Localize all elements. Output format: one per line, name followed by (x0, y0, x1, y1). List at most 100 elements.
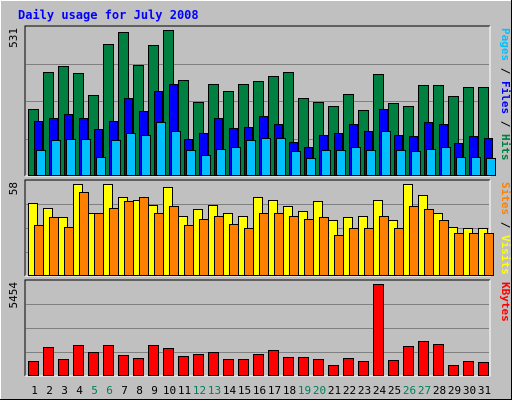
bar-middle-sites-day-21 (334, 235, 344, 276)
x-tick-day-24: 24 (373, 384, 387, 397)
bar-bottom-kbytes-day-19 (298, 357, 309, 376)
bar-top-pages-day-21 (336, 150, 346, 176)
plot-border-dark-middle (24, 179, 490, 276)
bar-top-pages-day-1 (36, 150, 46, 176)
bar-top-pages-day-9 (156, 122, 166, 176)
x-tick-day-27: 27 (418, 384, 431, 397)
bar-middle-sites-day-11 (184, 225, 194, 276)
y-max-label-middle: 58 (7, 182, 20, 195)
bar-middle-sites-day-12 (199, 219, 209, 276)
bar-top-pages-day-26 (411, 151, 421, 176)
bar-top-hits-day-18 (283, 72, 294, 176)
bar-bottom-kbytes-day-12 (193, 354, 204, 376)
legend-middle: Sites / Visits (499, 182, 512, 275)
bar-bottom-kbytes-day-26 (403, 346, 414, 376)
x-tick-day-28: 28 (433, 384, 446, 397)
bar-middle-sites-day-14 (229, 224, 239, 276)
x-tick-day-7: 7 (121, 384, 128, 397)
bar-bottom-kbytes-day-4 (73, 345, 84, 376)
bar-bottom-kbytes-day-17 (268, 350, 279, 376)
x-tick-day-17: 17 (268, 384, 281, 397)
x-tick-day-19: 19 (298, 384, 311, 397)
bar-middle-sites-day-19 (304, 219, 314, 276)
bar-top-pages-day-12 (201, 155, 211, 176)
x-tick-day-15: 15 (238, 384, 251, 397)
bar-bottom-kbytes-day-24 (373, 284, 384, 376)
x-tick-day-30: 30 (463, 384, 476, 397)
bar-bottom-kbytes-day-14 (223, 359, 234, 376)
bar-top-pages-day-14 (231, 147, 241, 176)
x-tick-day-31: 31 (478, 384, 491, 397)
legend-item-pages: Pages (499, 28, 512, 61)
bar-top-hits-day-29 (448, 96, 459, 176)
bar-top-hits-day-19 (298, 98, 309, 176)
x-axis-labels: 1 2 3 4 5 6 7 8 9 10 11 12 13 14 15 16 17 18 19 20 21 22 23 24 2… (31, 384, 491, 397)
legend-bottom: KBytes (499, 282, 512, 322)
plot-border-dark-bottom (24, 279, 490, 376)
x-tick-day-1: 1 (31, 384, 38, 397)
x-tick-day-29: 29 (448, 384, 461, 397)
bar-middle-sites-day-26 (409, 206, 419, 276)
panel-bottom: 5454 KBytes (7, 279, 512, 377)
bar-top-pages-day-15 (246, 140, 256, 176)
bar-bottom-kbytes-day-23 (358, 361, 369, 376)
bar-top-pages-day-22 (351, 147, 361, 176)
chart-title: Daily usage for July 2008 (18, 8, 199, 22)
bar-top-pages-day-30 (471, 157, 481, 176)
x-tick-day-16: 16 (253, 384, 266, 397)
x-tick-day-10: 10 (163, 384, 176, 397)
legend-item-kbytes: KBytes (499, 282, 512, 322)
x-tick-day-4: 4 (76, 384, 83, 397)
x-tick-day-2: 2 (46, 384, 53, 397)
legend-separator: / (499, 61, 512, 81)
bar-middle-sites-day-1 (34, 225, 44, 276)
bar-top-pages-day-29 (456, 157, 466, 176)
bar-middle-sites-day-6 (109, 208, 119, 276)
bar-bottom-kbytes-day-20 (313, 359, 324, 376)
bar-top-pages-day-19 (306, 158, 316, 176)
bar-middle-sites-day-2 (49, 217, 59, 276)
bar-bottom-kbytes-day-15 (238, 359, 249, 376)
bar-middle-sites-day-4 (79, 192, 89, 276)
bar-top-pages-day-2 (51, 140, 61, 176)
legend-item-sites: Sites (499, 182, 512, 215)
bar-top-pages-day-11 (186, 150, 196, 176)
legend-separator: / (499, 114, 512, 134)
bar-top-pages-day-17 (276, 138, 286, 176)
bar-middle-sites-day-3 (64, 227, 74, 276)
bar-bottom-kbytes-day-6 (103, 345, 114, 376)
bar-top-pages-day-18 (291, 151, 301, 176)
x-tick-day-6: 6 (106, 384, 113, 397)
bar-top-hits-day-6 (103, 44, 114, 176)
x-tick-day-23: 23 (358, 384, 371, 397)
bar-middle-sites-day-30 (469, 233, 479, 276)
legend-item-files: Files (499, 81, 512, 114)
bar-middle-sites-day-23 (364, 228, 374, 276)
bar-bottom-kbytes-day-29 (448, 365, 459, 376)
bar-top-pages-day-25 (396, 150, 406, 176)
x-tick-day-26: 26 (403, 384, 416, 397)
bar-bottom-kbytes-day-25 (388, 360, 399, 376)
bar-middle-sites-day-18 (289, 216, 299, 276)
plot-border-dark-top (24, 25, 490, 176)
bar-middle-sites-day-20 (319, 217, 329, 276)
bar-bottom-kbytes-day-27 (418, 341, 429, 376)
bar-bottom-kbytes-day-5 (88, 352, 99, 376)
bar-middle-sites-day-25 (394, 228, 404, 276)
bar-bottom-kbytes-day-2 (43, 347, 54, 376)
bar-bottom-kbytes-day-28 (433, 344, 444, 376)
bar-middle-sites-day-27 (424, 209, 434, 276)
bar-bottom-kbytes-day-21 (328, 365, 339, 376)
bar-top-pages-day-24 (381, 131, 391, 176)
bar-middle-sites-day-16 (259, 213, 269, 276)
bar-top-pages-day-6 (111, 140, 121, 176)
bar-bottom-kbytes-day-7 (118, 355, 129, 376)
bar-top-pages-day-7 (126, 133, 136, 176)
bar-bottom-kbytes-day-9 (148, 345, 159, 376)
legend-separator: / (499, 215, 512, 235)
bar-bottom-kbytes-day-13 (208, 352, 219, 376)
bar-bottom-kbytes-day-31 (478, 362, 489, 376)
bar-middle-sites-day-22 (349, 228, 359, 276)
